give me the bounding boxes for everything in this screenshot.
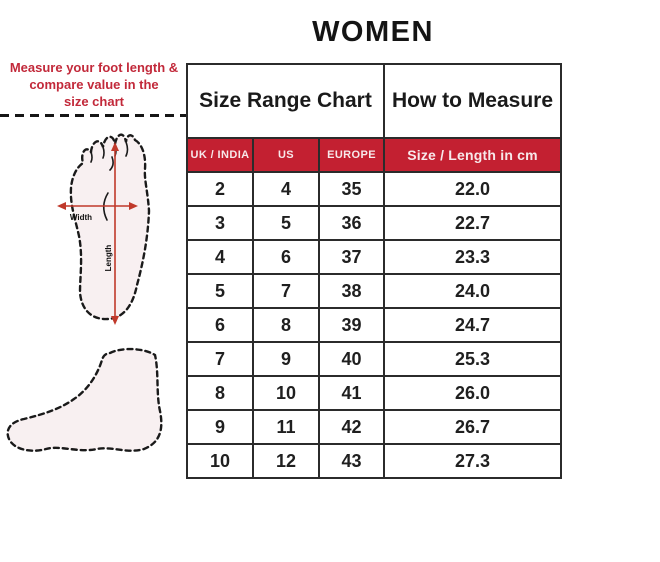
europe-column-header: EUROPE — [317, 137, 386, 173]
size-table-container: Size Range Chart How to Measure UK / IND… — [185, 63, 563, 479]
us-size-cell: 4 — [252, 171, 320, 207]
table-row: 9 11 42 26.7 — [186, 409, 563, 445]
us-size-cell: 11 — [252, 409, 320, 445]
uk-india-size-cell: 10 — [186, 443, 254, 479]
europe-size-cell: 41 — [317, 375, 386, 411]
length-arrowhead-top — [111, 142, 119, 151]
how-to-measure-header: How to Measure — [383, 63, 563, 139]
us-column-header: US — [252, 137, 320, 173]
table-row: 10 12 43 27.3 — [186, 443, 563, 479]
europe-size-cell: 36 — [317, 205, 386, 241]
europe-size-cell: 37 — [317, 239, 386, 275]
instruction-line-3: size chart — [64, 94, 124, 109]
us-size-cell: 5 — [252, 205, 320, 241]
uk-india-column-header: UK / INDIA — [186, 137, 254, 173]
length-cm-cell: 24.7 — [383, 307, 563, 343]
length-label: Length — [104, 245, 113, 272]
measure-instruction-text: Measure your foot length & compare value… — [0, 59, 188, 110]
table-row: 4 6 37 23.3 — [186, 239, 563, 275]
size-range-chart-header: Size Range Chart — [185, 63, 386, 139]
europe-size-cell: 38 — [317, 273, 386, 309]
table-row: 8 10 41 26.0 — [186, 375, 563, 411]
length-cm-cell: 26.0 — [383, 375, 563, 411]
length-cm-cell: 22.7 — [383, 205, 563, 241]
us-size-cell: 8 — [252, 307, 320, 343]
uk-india-size-cell: 2 — [186, 171, 254, 207]
uk-india-size-cell: 7 — [186, 341, 254, 377]
us-size-cell: 10 — [252, 375, 320, 411]
foot-side-diagram — [6, 347, 163, 452]
foot-sole-outline — [69, 133, 151, 321]
length-cm-cell: 23.3 — [383, 239, 563, 275]
table-row: 6 8 39 24.7 — [186, 307, 563, 343]
size-range-table: Size Range Chart How to Measure UK / IND… — [185, 63, 563, 479]
table-row: 3 5 36 22.7 — [186, 205, 563, 241]
europe-size-cell: 39 — [317, 307, 386, 343]
europe-size-cell: 35 — [317, 171, 386, 207]
uk-india-size-cell: 9 — [186, 409, 254, 445]
us-size-cell: 9 — [252, 341, 320, 377]
foot-sole-diagram: Width Length — [57, 133, 151, 325]
uk-india-size-cell: 3 — [186, 205, 254, 241]
length-cm-cell: 27.3 — [383, 443, 563, 479]
length-cm-cell: 25.3 — [383, 341, 563, 377]
length-cm-column-header: Size / Length in cm — [383, 137, 563, 173]
uk-india-size-cell: 6 — [186, 307, 254, 343]
table-row: 2 4 35 22.0 — [186, 171, 563, 207]
length-cm-cell: 22.0 — [383, 171, 563, 207]
dashed-pointer-line — [0, 114, 187, 117]
europe-size-cell: 40 — [317, 341, 386, 377]
uk-india-size-cell: 5 — [186, 273, 254, 309]
length-arrowhead-bottom — [111, 316, 119, 325]
size-table-body: 2 4 35 22.0 3 5 36 22.7 4 6 37 23.3 5 7 38 24.0 6 8 39 24.7… — [186, 171, 563, 479]
foot-side-outline — [6, 347, 163, 452]
instruction-line-1: Measure your foot length & — [9, 60, 179, 75]
us-size-cell: 12 — [252, 443, 320, 479]
table-row: 5 7 38 24.0 — [186, 273, 563, 309]
us-size-cell: 6 — [252, 239, 320, 275]
instruction-line-2: compare value in the — [29, 77, 159, 92]
uk-india-size-cell: 4 — [186, 239, 254, 275]
group-header-row: Size Range Chart How to Measure — [185, 63, 563, 139]
uk-india-size-cell: 8 — [186, 375, 254, 411]
page-title: WOMEN — [312, 16, 434, 48]
width-label: Width — [70, 213, 92, 222]
width-arrowhead-left — [57, 202, 66, 210]
length-cm-cell: 26.7 — [383, 409, 563, 445]
length-cm-cell: 24.0 — [383, 273, 563, 309]
column-header-row: UK / INDIA US EUROPE Size / Length in cm — [186, 137, 563, 173]
europe-size-cell: 42 — [317, 409, 386, 445]
table-row: 7 9 40 25.3 — [186, 341, 563, 377]
europe-size-cell: 43 — [317, 443, 386, 479]
width-arrowhead-right — [129, 202, 138, 210]
us-size-cell: 7 — [252, 273, 320, 309]
